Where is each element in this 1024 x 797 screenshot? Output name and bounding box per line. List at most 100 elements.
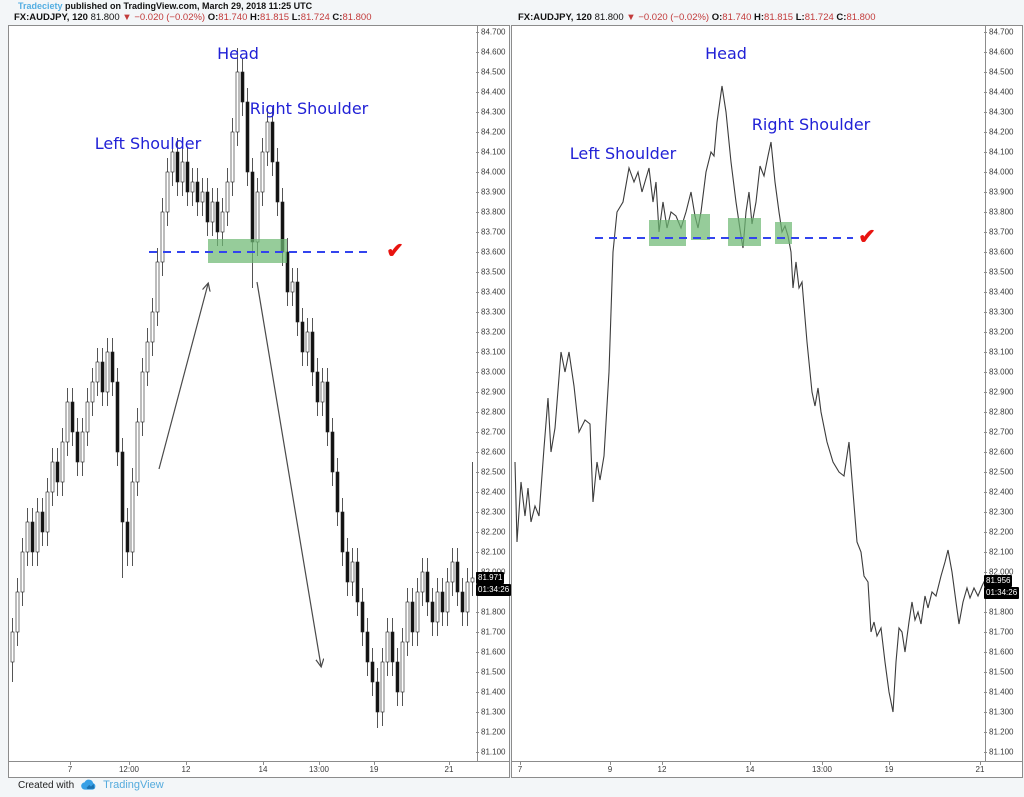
time-tick-label: 21: [975, 765, 985, 774]
symbol-label[interactable]: FX:AUDJPY, 120: [518, 12, 592, 23]
pattern-label-head[interactable]: Head: [705, 44, 747, 63]
price-tick-mark: [984, 92, 987, 93]
price-tick-mark: [476, 132, 479, 133]
price-tick-mark: [984, 132, 987, 133]
chart-left-legend: FX:AUDJPY, 120 81.800 ▼ −0.020 (−0.02%) …: [14, 12, 372, 23]
price-tick-mark: [476, 92, 479, 93]
pattern-label-left-shoulder[interactable]: Left Shoulder: [94, 134, 202, 153]
price-tick-label: 84.000: [989, 167, 1014, 177]
time-axis[interactable]: 7 12:00 12 14 13:00 19 21: [9, 761, 509, 777]
price-tick-mark: [476, 432, 479, 433]
price-tick-label: 82.600: [989, 447, 1014, 457]
price-tick-mark: [476, 692, 479, 693]
price-tick-label: 81.100: [989, 747, 1014, 757]
price-tick-label: 84.500: [989, 67, 1014, 77]
attribution-text: published on TradingView.com, March 29, …: [62, 1, 313, 11]
red-checkmark-icon[interactable]: ✔: [858, 225, 876, 249]
pattern-label-left-shoulder[interactable]: Left Shoulder: [569, 144, 677, 163]
pattern-label-head[interactable]: Head: [217, 44, 259, 63]
price-tick-label: 81.400: [989, 687, 1014, 697]
price-axis[interactable]: 84.700 84.600 84.500 84.400 84.300 84.200 84.1…: [476, 26, 512, 762]
time-tick-mark: [889, 762, 890, 765]
time-tick-label: 14: [258, 765, 268, 774]
price-tick-label: 84.100: [481, 147, 506, 157]
candlestick-plot-area[interactable]: Head Right Shoulder Left Shoulder ✔: [9, 26, 478, 762]
trend-arrow[interactable]: [158, 284, 208, 470]
price-tick-label: 83.000: [989, 367, 1014, 377]
price-tick-label: 83.900: [989, 187, 1014, 197]
low-key: L:: [795, 12, 805, 23]
price-tick-label: 82.400: [481, 487, 506, 497]
price-tick-mark: [476, 72, 479, 73]
neckline-zone-highlight[interactable]: [649, 220, 686, 246]
open-value: 81.740: [218, 12, 248, 23]
price-tick-label: 83.800: [989, 207, 1014, 217]
price-tick-mark: [984, 32, 987, 33]
symbol-label[interactable]: FX:AUDJPY, 120: [14, 12, 88, 23]
price-tick-label: 82.800: [989, 407, 1014, 417]
attribution-line: Tradeciety published on TradingView.com,…: [18, 1, 312, 11]
price-tick-mark: [476, 152, 479, 153]
price-tick-mark: [984, 392, 987, 393]
price-tick-mark: [476, 212, 479, 213]
trend-arrow[interactable]: [256, 281, 321, 666]
pattern-label-right-shoulder[interactable]: Right Shoulder: [751, 115, 871, 134]
close-key: C:: [332, 12, 343, 23]
price-tick-mark: [984, 252, 987, 253]
price-tick-mark: [984, 212, 987, 213]
pattern-label-right-shoulder[interactable]: Right Shoulder: [249, 99, 369, 118]
price-tick-mark: [476, 272, 479, 273]
price-tick-mark: [984, 652, 987, 653]
price-tick-label: 83.600: [989, 247, 1014, 257]
price-tick-label: 81.600: [481, 647, 506, 657]
price-tick-label: 83.200: [989, 327, 1014, 337]
low-value: 81.724: [300, 12, 330, 23]
price-tick-mark: [984, 732, 987, 733]
price-tick-label: 82.600: [481, 447, 506, 457]
neckline-zone-highlight[interactable]: [775, 222, 792, 244]
time-tick-label: 12: [657, 765, 667, 774]
price-axis[interactable]: 84.700 84.600 84.500 84.400 84.300 84.200 84.1…: [984, 26, 1022, 762]
price-tick-mark: [476, 312, 479, 313]
price-tick-label: 81.500: [989, 667, 1014, 677]
time-tick-mark: [610, 762, 611, 765]
price-tick-label: 81.100: [481, 747, 506, 757]
time-tick-label: 21: [444, 765, 454, 774]
open-value: 81.740: [722, 12, 752, 23]
close-key: C:: [836, 12, 847, 23]
down-triangle-icon: ▼: [626, 12, 636, 23]
price-tick-label: 83.400: [481, 287, 506, 297]
price-tick-mark: [476, 332, 479, 333]
price-tick-mark: [984, 292, 987, 293]
low-key: L:: [291, 12, 301, 23]
price-tick-label: 81.200: [989, 727, 1014, 737]
price-tick-label: 84.300: [989, 107, 1014, 117]
price-tick-label: 83.300: [481, 307, 506, 317]
high-value: 81.815: [764, 12, 794, 23]
line-plot-area[interactable]: Head Right Shoulder Left Shoulder ✔: [512, 26, 986, 762]
price-tick-mark: [984, 672, 987, 673]
price-tick-label: 84.400: [481, 87, 506, 97]
price-tick-mark: [476, 712, 479, 713]
price-tick-label: 82.800: [481, 407, 506, 417]
open-key: O:: [207, 12, 219, 23]
price-tick-label: 83.700: [989, 227, 1014, 237]
neckline-zone-highlight[interactable]: [691, 214, 710, 240]
price-tick-label: 82.500: [989, 467, 1014, 477]
created-with-label: Created with: [18, 779, 75, 791]
time-axis[interactable]: 7 9 12 14 13:00 19 21: [512, 761, 1022, 777]
price-tick-label: 82.200: [481, 527, 506, 537]
price-tick-label: 84.500: [481, 67, 506, 77]
price-tick-mark: [476, 112, 479, 113]
price-tick-label: 81.700: [989, 627, 1014, 637]
time-tick-label: 7: [517, 765, 523, 774]
time-tick-mark: [662, 762, 663, 765]
neckline-zone-highlight[interactable]: [728, 218, 761, 246]
tradingview-brand-link[interactable]: TradingView: [103, 779, 164, 791]
author-link[interactable]: Tradeciety: [18, 1, 63, 11]
tradingview-cloud-logo-icon[interactable]: [79, 779, 98, 791]
price-tick-mark: [476, 372, 479, 373]
red-checkmark-icon[interactable]: ✔: [386, 239, 404, 263]
price-tick-label: 84.300: [481, 107, 506, 117]
price-tick-mark: [984, 472, 987, 473]
